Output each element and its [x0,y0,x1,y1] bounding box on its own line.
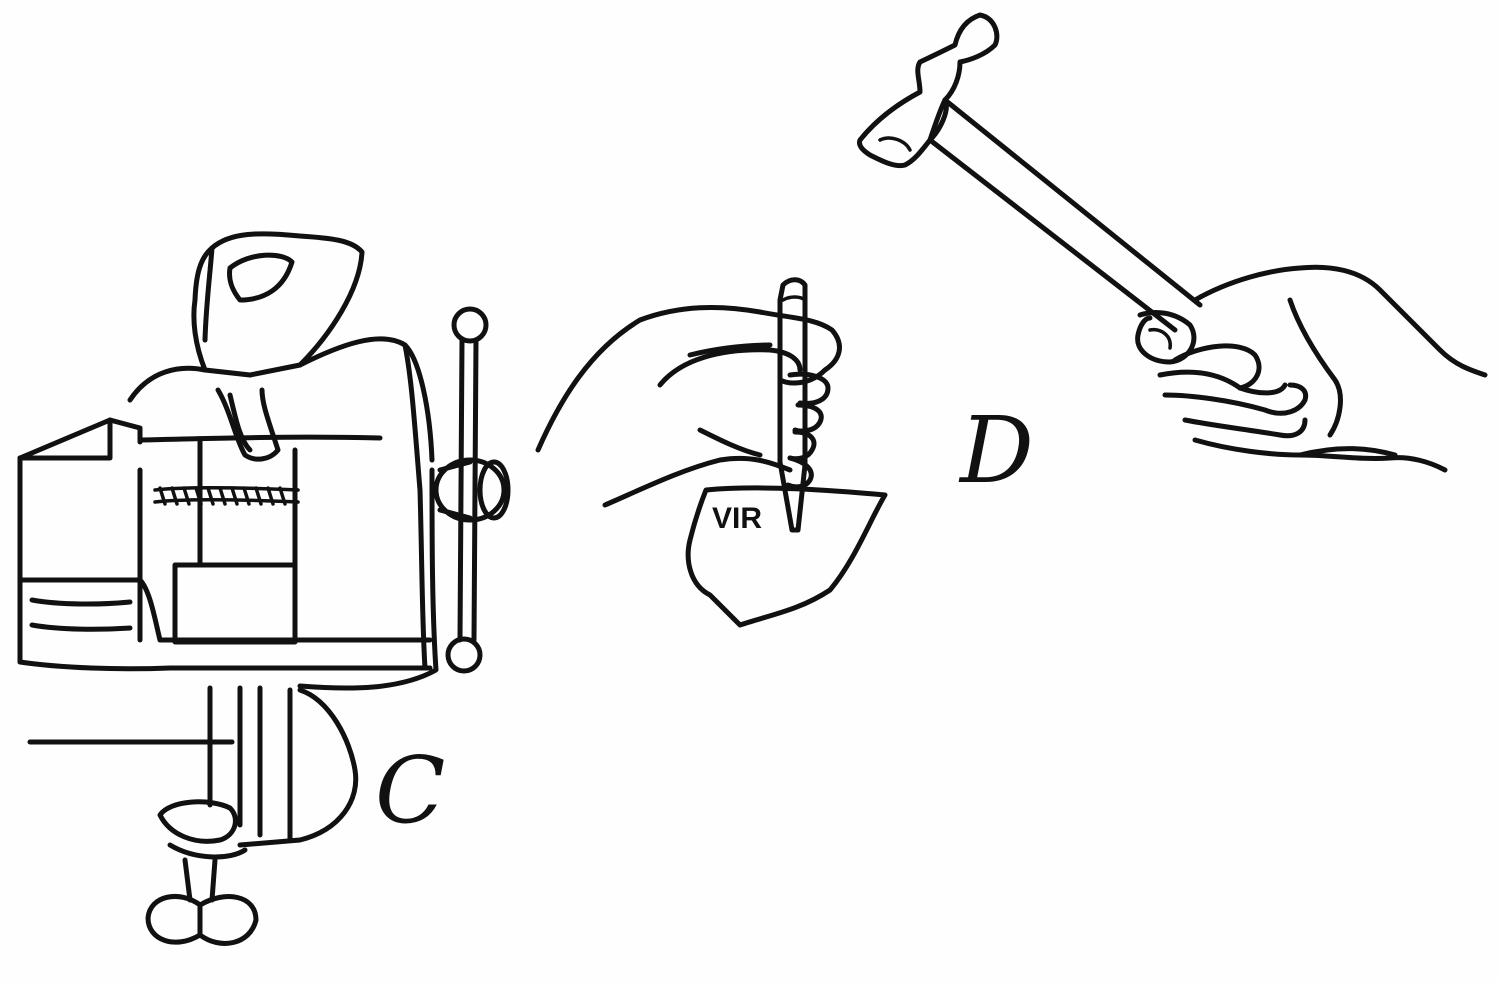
hammer [857,12,1203,333]
hand-holding-hammer [1135,264,1488,473]
vise-handle [433,306,511,674]
stamp-text: VIR [712,502,762,535]
figure-label-c: C [375,737,446,844]
punch [777,277,808,533]
bench-vise [17,231,511,946]
hand-holding-punch [535,304,842,508]
vise-body [17,336,439,691]
figure-label-d: D [960,397,1034,504]
vise-anvil [191,231,365,378]
vise-clamp [27,685,359,946]
metal-piece: VIR [685,485,888,628]
